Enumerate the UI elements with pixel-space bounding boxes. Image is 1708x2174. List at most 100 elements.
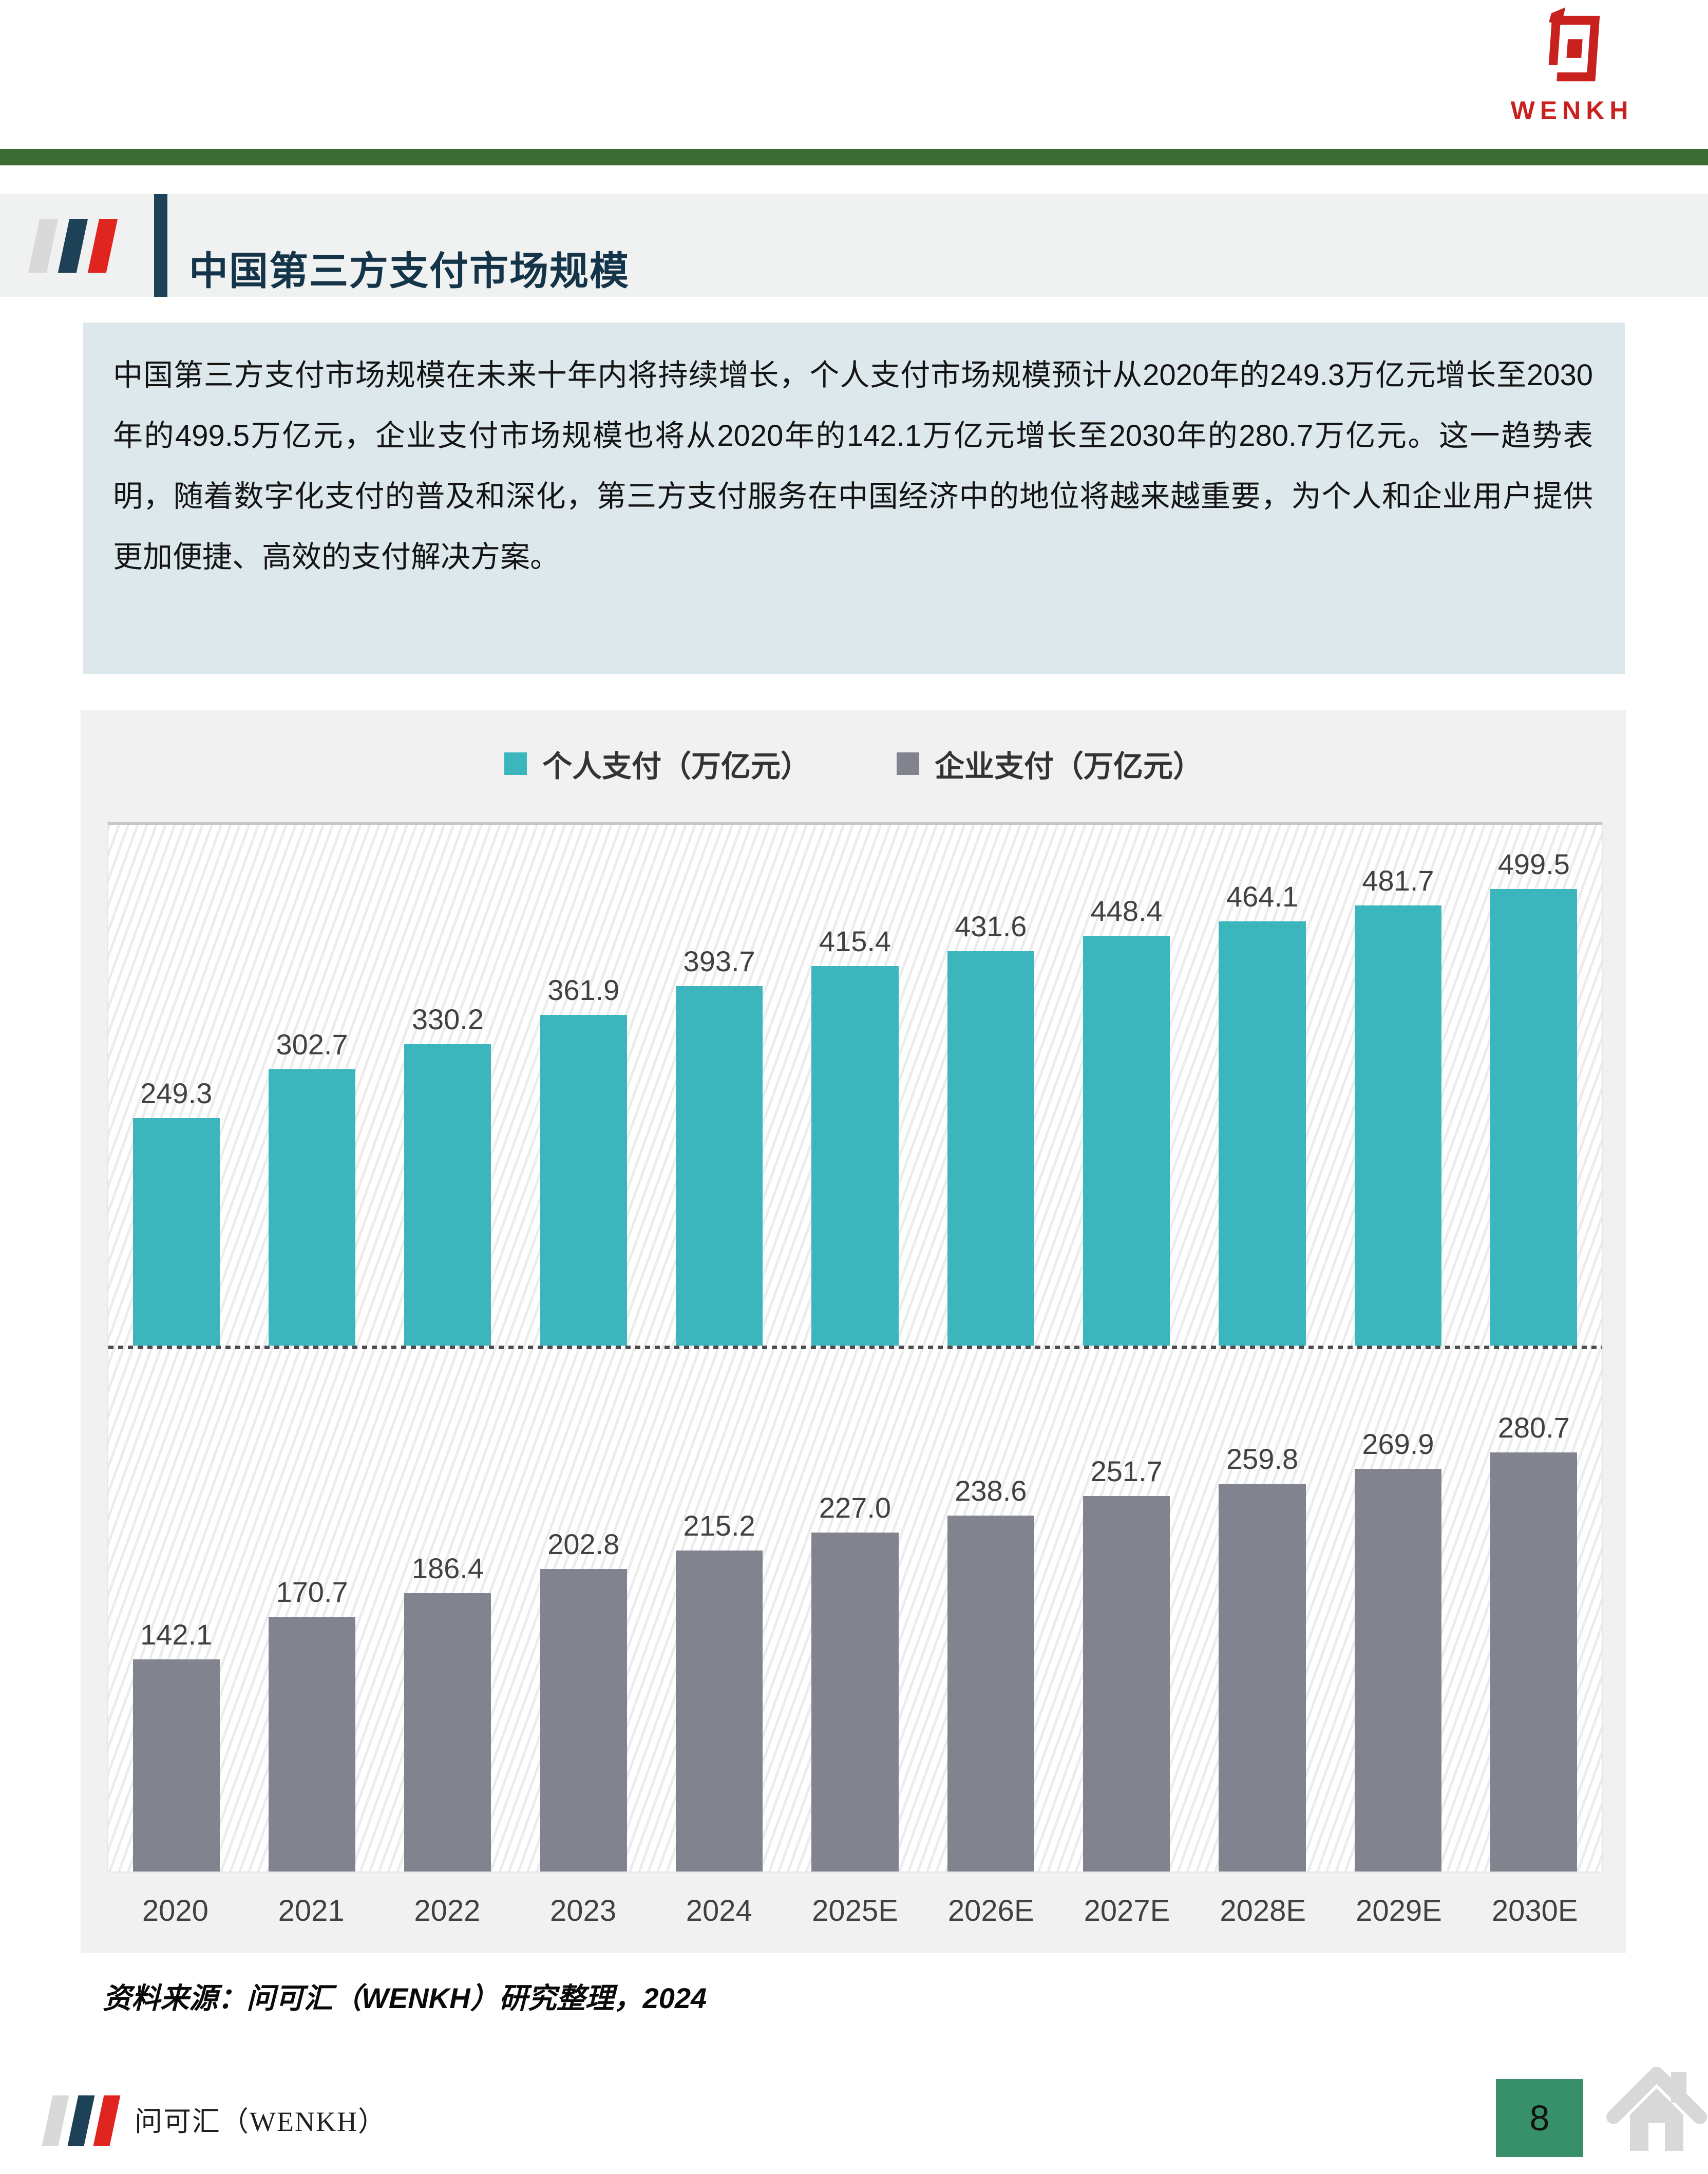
summary-text: 中国第三方支付市场规模在未来十年内将持续增长，个人支付市场规模预计从2020年的… [113,358,1593,574]
personal-column-2030E: 499.5 [1466,825,1602,1346]
tricolor-flag-icon [28,219,123,273]
enterprise-bar-2027E [1083,1496,1170,1871]
footer-tricolor-flag-icon [42,2095,124,2146]
personal-column-2023: 361.9 [516,825,651,1346]
personal-value-label-2020: 249.3 [140,1076,213,1109]
personal-bar-2020 [132,1118,220,1346]
enterprise-bar-2029E [1354,1468,1441,1871]
personal-bar-2028E [1219,921,1306,1346]
wenkh-logo-icon [1542,7,1600,83]
x-axis-label-2029E: 2029E [1356,1894,1442,1927]
personal-value-label-2028E: 464.1 [1226,880,1299,913]
personal-bar-2026E [947,951,1034,1346]
personal-value-label-2029E: 481.7 [1362,864,1434,897]
enterprise-column-2025E: 227.0 [787,1349,923,1871]
x-axis-label-2022: 2022 [414,1894,481,1927]
personal-value-label-2023: 361.9 [547,974,620,1007]
enterprise-value-label-2021: 170.7 [276,1576,348,1608]
enterprise-column-2029E: 269.9 [1330,1349,1466,1871]
source-note: 资料来源：问可汇（WENKH）研究整理，2024 [103,1982,707,2014]
personal-bar-2024 [676,986,763,1346]
personal-column-2027E: 448.4 [1059,825,1194,1346]
personal-bar-2025E [811,966,899,1346]
enterprise-value-label-2020: 142.1 [140,1618,213,1651]
personal-bar-2023 [540,1015,627,1346]
green-divider-bar [0,149,1708,165]
personal-column-2024: 393.7 [651,825,787,1346]
enterprise-column-2024: 215.2 [651,1349,787,1871]
enterprise-column-2028E: 259.8 [1194,1349,1330,1871]
personal-column-2021: 302.7 [244,825,379,1346]
enterprise-value-label-2024: 215.2 [683,1509,755,1542]
enterprise-bar-2030E [1490,1452,1578,1871]
x-axis-label-2027E: 2027E [1084,1894,1170,1927]
enterprise-value-label-2028E: 259.8 [1226,1443,1299,1476]
page-number-badge: 8 [1496,2079,1583,2157]
personal-column-2022: 330.2 [380,825,516,1346]
personal-value-label-2027E: 448.4 [1090,895,1163,928]
footer-brand: 问可汇（WENKH） [135,2106,387,2137]
enterprise-bar-2021 [268,1617,356,1871]
chart-legend: 个人支付（万亿元） 企业支付（万亿元） [81,742,1626,785]
personal-bar-2021 [268,1069,356,1346]
page-title: 中国第三方支付市场规模 [189,249,630,293]
personal-bar-2030E [1490,889,1578,1346]
enterprise-bar-2026E [947,1515,1034,1871]
x-axis-label-2023: 2023 [550,1894,617,1927]
x-axis-label-2030E: 2030E [1491,1894,1578,1927]
x-axis-label-2024: 2024 [686,1894,752,1927]
enterprise-bar-2024 [676,1550,763,1871]
enterprise-bar-2028E [1219,1484,1306,1871]
plot-area: 249.3 302.7 330.2 361.9 393.7 415.4 431.6 448.4… [107,822,1603,1873]
legend-swatch-enterprise [897,752,919,775]
personal-column-2028E: 464.1 [1194,825,1330,1346]
enterprise-column-2020: 142.1 [108,1349,244,1871]
flag-bar-gray [42,2095,69,2146]
personal-column-2020: 249.3 [108,825,244,1346]
personal-column-2025E: 415.4 [787,825,923,1346]
panel-dotted-divider [108,1346,1602,1349]
personal-bar-2022 [404,1044,491,1346]
enterprise-column-2026E: 238.6 [923,1349,1058,1871]
personal-value-label-2021: 302.7 [276,1028,348,1061]
flag-bar-navy [58,219,88,273]
x-axis-label-2021: 2021 [278,1894,345,1927]
enterprise-value-label-2025E: 227.0 [819,1491,891,1524]
enterprise-bar-2022 [404,1593,491,1871]
title-vertical-bar [154,194,167,297]
enterprise-column-2023: 202.8 [516,1349,651,1871]
legend-item-enterprise: 企业支付（万亿元） [897,742,1203,785]
flag-bar-navy [67,2095,95,2146]
enterprise-column-2030E: 280.7 [1466,1349,1602,1871]
title-strip: 中国第三方支付市场规模 [0,194,1708,297]
legend-item-personal: 个人支付（万亿元） [504,742,810,785]
enterprise-panel: 142.1 170.7 186.4 202.8 215.2 227.0 238.6 251.7… [108,1349,1602,1871]
legend-label-enterprise: 企业支付（万亿元） [935,750,1203,783]
home-icon[interactable] [1605,2052,1708,2161]
personal-value-label-2030E: 499.5 [1497,848,1570,881]
enterprise-value-label-2026E: 238.6 [955,1474,1027,1507]
flag-bar-gray [28,219,59,273]
enterprise-value-label-2030E: 280.7 [1497,1411,1570,1444]
personal-value-label-2026E: 431.6 [955,910,1027,943]
enterprise-column-2027E: 251.7 [1059,1349,1194,1871]
x-axis-labels: 2020 2021 2022 2023 2024 2025E 2026E 2027E 2028E… [107,1873,1603,1953]
wenkh-logo-text: WENKH [1510,96,1634,125]
personal-column-2026E: 431.6 [923,825,1058,1346]
enterprise-bar-2025E [811,1533,899,1871]
x-axis-label-2020: 2020 [142,1894,208,1927]
personal-value-label-2022: 330.2 [411,1003,484,1035]
personal-value-label-2024: 393.7 [683,944,755,977]
enterprise-value-label-2022: 186.4 [411,1552,484,1585]
legend-label-personal: 个人支付（万亿元） [542,750,810,783]
flag-bar-red [87,219,118,273]
enterprise-value-label-2023: 202.8 [547,1527,620,1560]
personal-bar-2029E [1354,905,1441,1346]
personal-column-2029E: 481.7 [1330,825,1466,1346]
chart-card: 个人支付（万亿元） 企业支付（万亿元） 249.3 302.7 330.2 361.9… [81,710,1626,1953]
wenkh-logo: WENKH [1489,6,1655,125]
enterprise-value-label-2027E: 251.7 [1090,1454,1163,1487]
x-axis-label-2026E: 2026E [947,1894,1034,1927]
x-axis-label-2028E: 2028E [1220,1894,1306,1927]
